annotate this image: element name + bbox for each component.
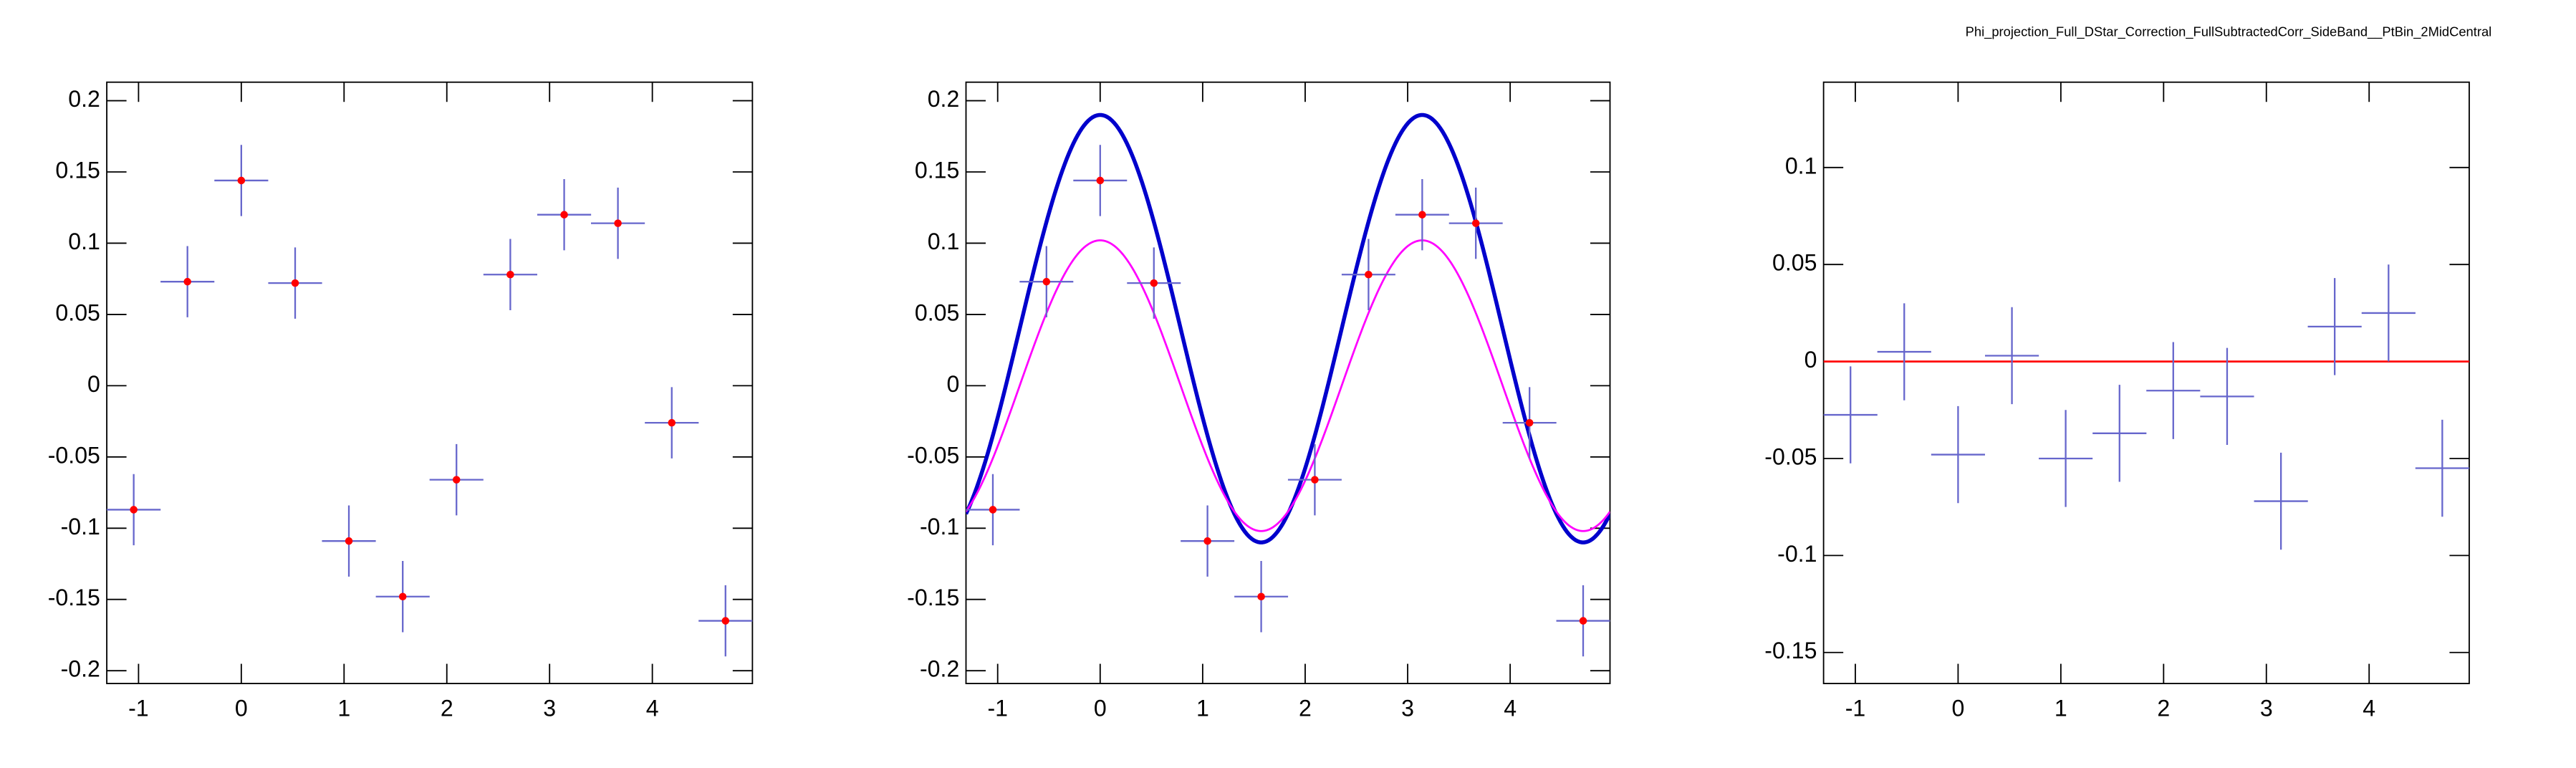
point bbox=[614, 219, 622, 227]
x-tick-label: 4 bbox=[2363, 695, 2375, 721]
x-tick-label: 2 bbox=[441, 695, 453, 721]
point bbox=[1042, 277, 1051, 286]
point bbox=[452, 476, 461, 484]
x-tick-label: -1 bbox=[128, 695, 149, 721]
x-tick-label: 3 bbox=[2260, 695, 2273, 721]
x-tick-label: 1 bbox=[1196, 695, 1209, 721]
y-tick-label: 0.05 bbox=[55, 299, 100, 325]
pad: Phi_projection_Full_DStar_Correction_Ful… bbox=[1764, 24, 2491, 721]
point bbox=[398, 592, 407, 601]
y-tick-label: -0.1 bbox=[61, 514, 100, 539]
pad: -0.2 -0.15 -0.1 -0.05 0 0.05 0.1 0.15 0.2 -1 0 1 2 3 4 bbox=[48, 81, 754, 721]
x-tick-label: 3 bbox=[1401, 695, 1414, 721]
y-tick-label: -0.15 bbox=[907, 585, 959, 610]
y-tick-label: 0.15 bbox=[915, 158, 959, 183]
y-tick-label: -0.05 bbox=[907, 442, 959, 468]
x-tick-label: 2 bbox=[1299, 695, 1312, 721]
point bbox=[345, 537, 353, 545]
point bbox=[1150, 279, 1158, 287]
y-tick-label: 0.15 bbox=[55, 158, 100, 183]
point bbox=[1525, 418, 1534, 427]
y-tick-label: 0.2 bbox=[928, 86, 960, 112]
x-tick-label: -1 bbox=[987, 695, 1008, 721]
point bbox=[506, 270, 514, 279]
point bbox=[668, 418, 676, 427]
y-tick-label: 0 bbox=[946, 371, 959, 397]
x-tick-label: 1 bbox=[337, 695, 350, 721]
y-tick-label: 0.05 bbox=[915, 299, 959, 325]
point bbox=[1203, 537, 1211, 545]
y-tick-label: -0.15 bbox=[48, 585, 100, 610]
x-tick-label: 1 bbox=[2054, 695, 2067, 721]
y-tick-label: 0.05 bbox=[1772, 250, 1817, 276]
fit-curve bbox=[966, 112, 1610, 544]
y-tick-label: -0.05 bbox=[48, 442, 100, 468]
y-tick-label: 0.1 bbox=[68, 229, 100, 254]
point bbox=[1471, 219, 1480, 227]
y-tick-label: -0.1 bbox=[920, 514, 959, 539]
y-tick-label: -0.2 bbox=[920, 656, 959, 682]
point bbox=[1257, 592, 1265, 601]
point bbox=[721, 617, 730, 625]
y-tick-label: -0.05 bbox=[1764, 443, 1817, 469]
point bbox=[1418, 211, 1426, 219]
y-tick-label: -0.2 bbox=[61, 656, 100, 682]
chart-title: Phi_projection_Full_DStar_Correction_Ful… bbox=[1966, 24, 2492, 40]
fit-curve bbox=[966, 239, 1610, 532]
frame bbox=[965, 81, 1611, 684]
x-tick-label: 0 bbox=[1951, 695, 1964, 721]
point bbox=[1579, 617, 1587, 625]
plot-area bbox=[966, 112, 1610, 657]
point bbox=[237, 176, 246, 185]
point bbox=[1311, 476, 1319, 484]
y-tick-label: 0.1 bbox=[928, 229, 960, 254]
point bbox=[130, 506, 138, 514]
y-tick-label: -0.15 bbox=[1764, 638, 1817, 663]
x-tick-label: -1 bbox=[1845, 695, 1866, 721]
point bbox=[1096, 176, 1105, 185]
plot-area bbox=[1823, 264, 2469, 550]
frame bbox=[1822, 81, 2470, 684]
y-tick-label: 0 bbox=[1804, 347, 1817, 373]
x-tick-label: 2 bbox=[2157, 695, 2170, 721]
x-tick-label: 0 bbox=[235, 695, 248, 721]
plot-area bbox=[107, 145, 753, 657]
y-tick-label: 0.2 bbox=[68, 86, 100, 112]
y-tick-label: -0.1 bbox=[1777, 541, 1817, 567]
point bbox=[989, 506, 997, 514]
y-tick-label: 0.1 bbox=[1785, 153, 1817, 178]
point bbox=[1365, 270, 1373, 279]
x-tick-label: 4 bbox=[646, 695, 659, 721]
pad: -0.2 -0.15 -0.1 -0.05 0 0.05 0.1 0.15 0.2 -1 0 1 2 3 4 bbox=[907, 81, 1611, 721]
x-tick-label: 0 bbox=[1094, 695, 1107, 721]
x-tick-label: 3 bbox=[543, 695, 556, 721]
point bbox=[291, 279, 299, 287]
x-tick-label: 4 bbox=[1504, 695, 1517, 721]
point bbox=[560, 211, 568, 219]
point bbox=[183, 277, 191, 286]
frame bbox=[106, 81, 754, 684]
y-tick-label: 0 bbox=[87, 371, 100, 397]
